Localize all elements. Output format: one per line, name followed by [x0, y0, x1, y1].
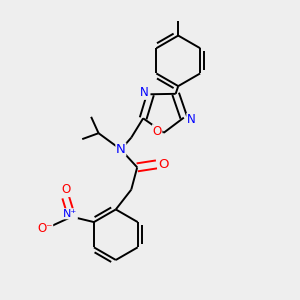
Text: N: N	[187, 113, 196, 127]
Text: O: O	[61, 184, 70, 196]
Text: O: O	[158, 158, 168, 171]
Text: O: O	[153, 125, 162, 138]
Text: N⁺: N⁺	[63, 209, 77, 219]
Text: O⁻: O⁻	[37, 221, 52, 235]
Text: N: N	[140, 86, 148, 99]
Text: N: N	[116, 143, 126, 156]
